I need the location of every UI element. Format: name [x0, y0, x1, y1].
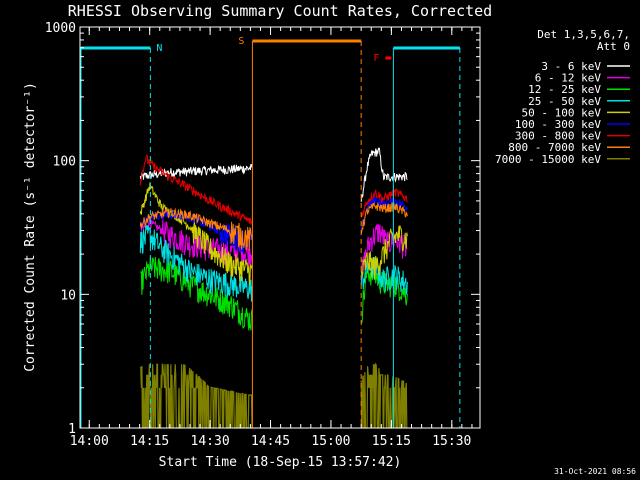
legend-label: 12 - 25 keV	[528, 83, 601, 96]
x-tick-label: 15:15	[372, 434, 411, 449]
series-800-7000-kev	[139, 201, 408, 251]
legend-label: 50 - 100 keV	[522, 106, 602, 119]
x-tick-label: 15:00	[311, 434, 350, 449]
series-trace	[139, 207, 253, 251]
series-trace	[360, 223, 408, 285]
series-trace	[360, 147, 408, 202]
legend-label: 7000 - 15000 keV	[495, 153, 601, 166]
x-tick-label: 14:30	[191, 434, 230, 449]
legend-label: 800 - 7000 keV	[508, 141, 601, 154]
x-tick-label: 14:00	[70, 434, 109, 449]
flag-layer: N S F	[80, 36, 461, 428]
footer-timestamp: 31-Oct-2021 08:56	[554, 467, 636, 476]
series-trace	[139, 154, 253, 225]
series-trace	[139, 225, 253, 302]
series-trace	[360, 188, 408, 219]
plot-frame	[79, 26, 481, 429]
flare-flag-label: F	[373, 53, 379, 64]
series-trace	[360, 362, 408, 429]
legend-label: 3 - 6 keV	[541, 60, 601, 73]
legend-header-line-2: Att 0	[597, 40, 630, 53]
y-tick-label: 1000	[45, 21, 76, 36]
legend-label: 6 - 12 keV	[535, 72, 602, 85]
night-flag-label: N	[156, 43, 162, 54]
legend-header-line-1: Det 1,3,5,6,7,	[537, 28, 630, 41]
series-trace	[139, 182, 253, 285]
axis-layer: 14:00 14:15 14:30 14:45 15:00 15:15 15:30 1 10 10…	[45, 21, 480, 449]
y-axis-label: Corrected Count Rate (s⁻¹ detector⁻¹)	[23, 82, 38, 372]
saa-flag-label: S	[238, 36, 244, 47]
series-50-100-kev	[139, 182, 408, 285]
legend-label: 300 - 800 keV	[515, 130, 601, 143]
chart-title: RHESSI Observing Summary Count Rates, Co…	[68, 2, 492, 20]
series-300-800-kev	[139, 154, 408, 225]
x-tick-label: 15:30	[432, 434, 471, 449]
y-tick-label: 1	[68, 422, 76, 437]
series-trace	[360, 195, 408, 237]
series-7000-15000-kev	[139, 362, 408, 429]
series-trace	[139, 163, 253, 180]
x-tick-label: 14:15	[130, 434, 169, 449]
series-layer	[139, 147, 408, 429]
series-trace	[360, 261, 408, 324]
y-tick-label: 100	[53, 155, 76, 170]
series-trace	[360, 201, 408, 234]
legend-label: 25 - 50 keV	[528, 95, 601, 108]
series-12-25-kev	[139, 256, 408, 331]
legend-label: 100 - 300 keV	[515, 118, 601, 131]
series-trace	[360, 225, 408, 279]
series-trace	[139, 363, 253, 429]
y-tick-label: 10	[60, 288, 76, 303]
x-tick-label: 14:45	[251, 434, 290, 449]
x-axis-label: Start Time (18-Sep-15 13:57:42)	[159, 455, 402, 470]
series-3-6-kev	[139, 147, 408, 202]
